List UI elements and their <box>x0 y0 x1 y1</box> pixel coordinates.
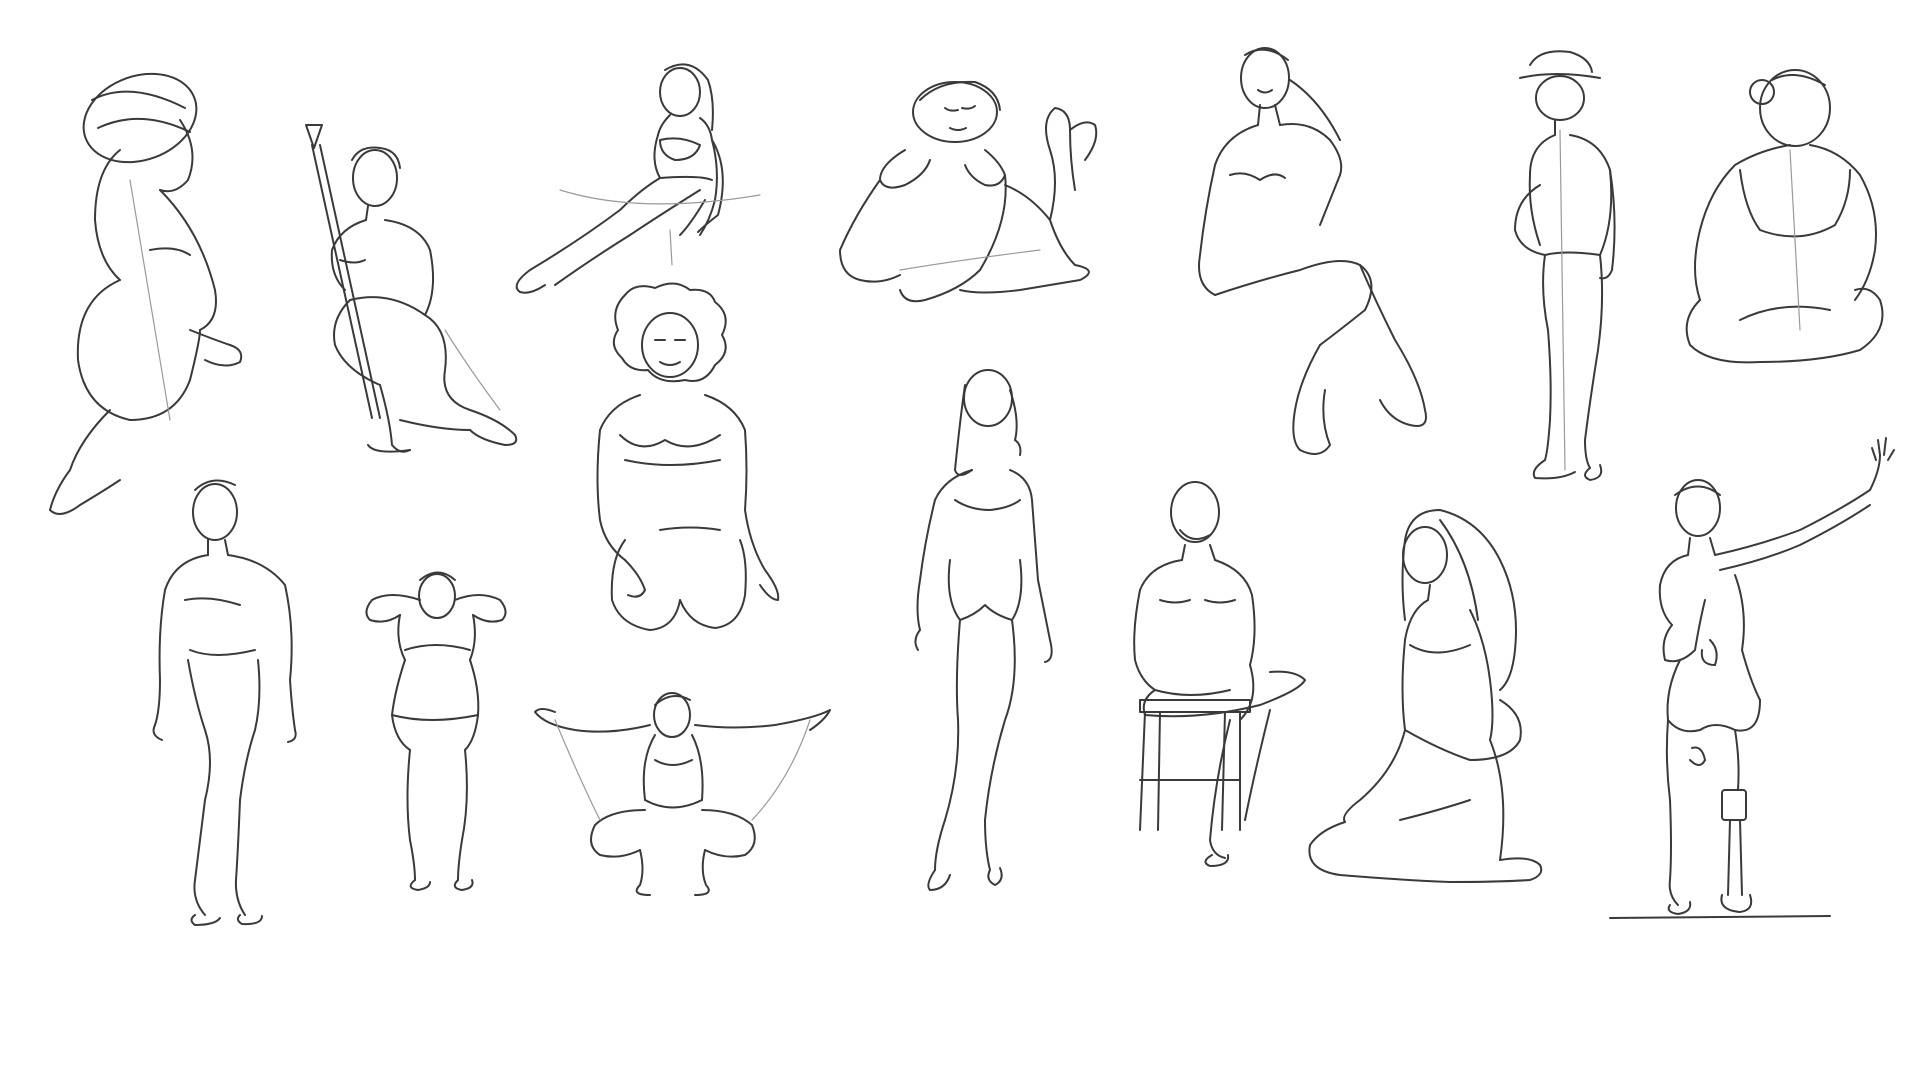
figure-kneeling-brush <box>305 124 518 453</box>
figure-kneeling-curly <box>596 282 780 631</box>
figure-standing-male <box>152 479 297 926</box>
figure-seated-crossed <box>1198 47 1427 455</box>
figure-arm-raised <box>1609 437 1895 919</box>
figure-kneeling-longhair <box>1308 509 1543 883</box>
figure-reclining <box>515 63 761 294</box>
figure-lying-prone <box>839 80 1098 303</box>
figure-flexing <box>365 571 507 891</box>
figure-seated-stool <box>1133 481 1306 867</box>
figure-squatting <box>534 692 831 896</box>
figure-seated-back-bun <box>1685 69 1884 364</box>
figure-seated-turban <box>49 72 243 515</box>
figure-standing-back-longhair <box>914 369 1053 891</box>
figure-standing-hat <box>1514 50 1616 481</box>
